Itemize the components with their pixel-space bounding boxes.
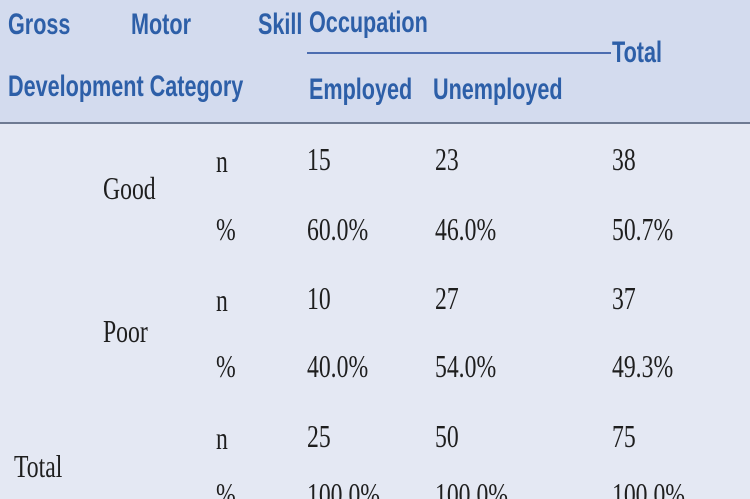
cell-poor-n-unemployed: 27 [435, 280, 459, 316]
table-header: Gross Motor Skill Occupation Total Devel… [0, 0, 750, 124]
cell-total-n-unemployed: 50 [435, 418, 459, 454]
cell-poor-n-employed: 10 [307, 280, 331, 316]
stat-label: % [216, 211, 236, 247]
row-label-total: Total [14, 448, 63, 484]
header-motor: Motor [131, 8, 191, 41]
stat-label: n [216, 143, 228, 179]
header-gross: Gross [8, 8, 71, 41]
stat-label: % [216, 348, 236, 384]
cell-good-n-unemployed: 23 [435, 141, 459, 177]
cell-good-pct-total: 50.7% [612, 211, 674, 247]
cell-good-n-total: 38 [612, 141, 636, 177]
header-skill: Skill [258, 8, 303, 41]
cell-poor-pct-total: 49.3% [612, 348, 674, 384]
stat-label: n [216, 420, 228, 456]
header-occupation: Occupation [309, 6, 428, 39]
cell-total-n-total: 75 [612, 418, 636, 454]
header-employed: Employed [309, 73, 413, 106]
row-label-good: Good [103, 170, 156, 206]
row-label-poor: Poor [103, 313, 148, 349]
header-unemployed: Unemployed [433, 73, 563, 106]
header-total: Total [612, 36, 662, 69]
occupation-underline [307, 52, 611, 54]
cell-total-pct-employed: 100.0% [307, 476, 381, 499]
cell-poor-pct-employed: 40.0% [307, 348, 369, 384]
stat-label: n [216, 282, 228, 318]
cell-good-pct-employed: 60.0% [307, 211, 369, 247]
stat-label: % [216, 476, 236, 499]
cell-total-pct-total: 100.0% [612, 476, 686, 499]
cell-total-pct-unemployed: 100.0% [435, 476, 509, 499]
cell-total-n-employed: 25 [307, 418, 331, 454]
cell-poor-n-total: 37 [612, 280, 636, 316]
cell-good-pct-unemployed: 46.0% [435, 211, 497, 247]
header-development-category: Development Category [8, 70, 244, 103]
cell-poor-pct-unemployed: 54.0% [435, 348, 497, 384]
cell-good-n-employed: 15 [307, 141, 331, 177]
